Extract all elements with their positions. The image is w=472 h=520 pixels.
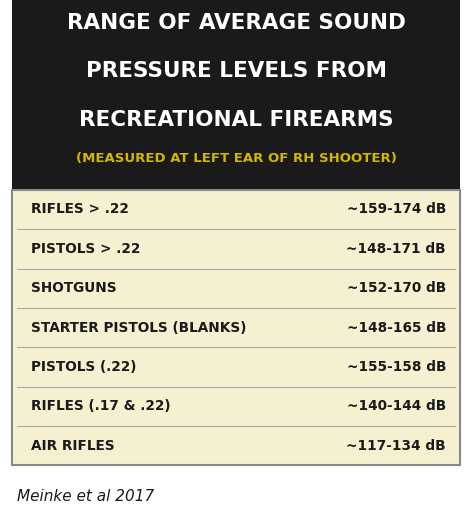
- Text: PISTOLS > .22: PISTOLS > .22: [31, 242, 140, 256]
- Text: AIR RIFLES: AIR RIFLES: [31, 439, 114, 453]
- Text: ~155-158 dB: ~155-158 dB: [346, 360, 446, 374]
- Text: ~152-170 dB: ~152-170 dB: [347, 281, 446, 295]
- FancyBboxPatch shape: [12, 0, 460, 190]
- Text: (MEASURED AT LEFT EAR OF RH SHOOTER): (MEASURED AT LEFT EAR OF RH SHOOTER): [76, 152, 396, 165]
- Text: PRESSURE LEVELS FROM: PRESSURE LEVELS FROM: [85, 61, 387, 81]
- Text: ~159-174 dB: ~159-174 dB: [346, 202, 446, 216]
- Text: PISTOLS (.22): PISTOLS (.22): [31, 360, 136, 374]
- Text: ~117-134 dB: ~117-134 dB: [346, 439, 446, 453]
- Text: RIFLES (.17 & .22): RIFLES (.17 & .22): [31, 399, 170, 413]
- Text: ~148-165 dB: ~148-165 dB: [346, 321, 446, 334]
- Text: SHOTGUNS: SHOTGUNS: [31, 281, 116, 295]
- Text: ~140-144 dB: ~140-144 dB: [347, 399, 446, 413]
- Text: STARTER PISTOLS (BLANKS): STARTER PISTOLS (BLANKS): [31, 321, 246, 334]
- FancyBboxPatch shape: [12, 190, 460, 465]
- Text: RIFLES > .22: RIFLES > .22: [31, 202, 128, 216]
- Text: ~148-171 dB: ~148-171 dB: [346, 242, 446, 256]
- Text: RECREATIONAL FIREARMS: RECREATIONAL FIREARMS: [79, 110, 393, 129]
- Text: RANGE OF AVERAGE SOUND: RANGE OF AVERAGE SOUND: [67, 13, 405, 33]
- Text: Meinke et al 2017: Meinke et al 2017: [17, 489, 154, 504]
